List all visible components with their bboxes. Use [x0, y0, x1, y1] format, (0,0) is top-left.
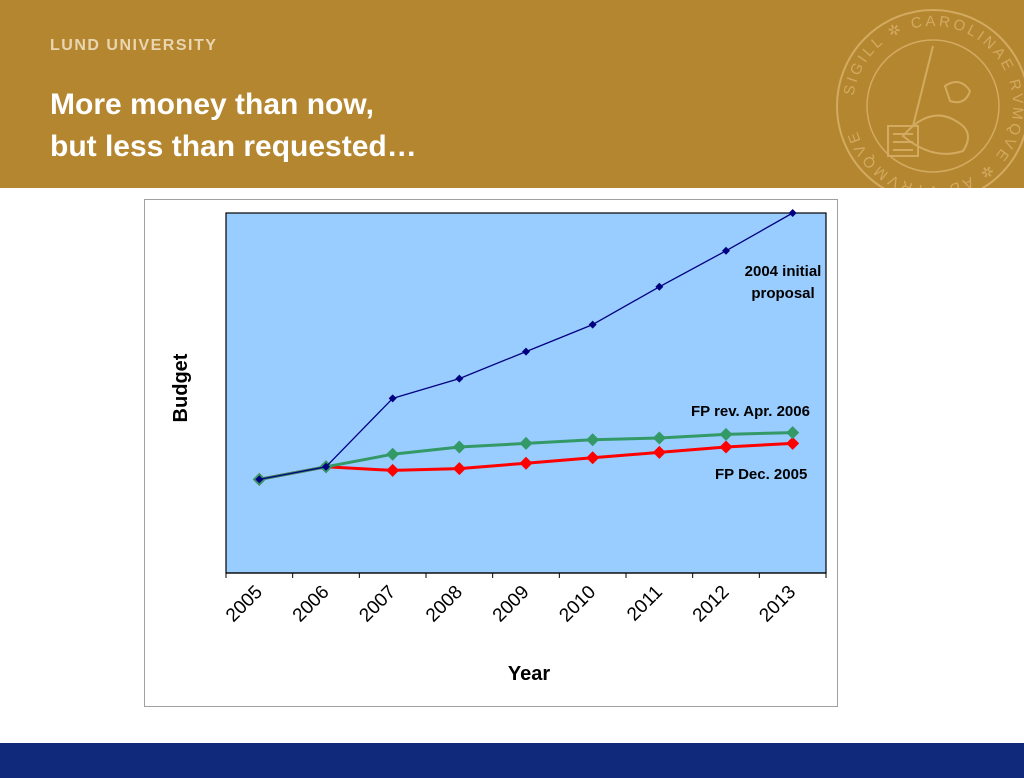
annotation-line: 2004 initial	[745, 263, 822, 280]
university-name: LUND UNIVERSITY	[50, 37, 218, 54]
annotation-line: proposal	[751, 285, 814, 302]
series-0	[255, 209, 797, 484]
plot-area	[225, 212, 827, 574]
series-layer	[252, 209, 800, 486]
svg-text:SIGILL ✲ CAROLINAE RVMQVE ✲ AD: SIGILL ✲ CAROLINAE RVMQVE ✲ AD VTRVMQVE	[841, 13, 1024, 188]
series-annotation: 2004 initial proposal	[745, 263, 822, 302]
data-point	[586, 451, 600, 465]
x-axis-label: Year	[508, 663, 550, 685]
data-point	[786, 436, 800, 450]
seal-inscription: SIGILL ✲ CAROLINAE RVMQVE ✲ AD VTRVMQVE	[841, 13, 1024, 188]
data-point	[788, 209, 797, 217]
data-point	[519, 456, 533, 470]
data-point	[388, 394, 397, 403]
x-tick-label: 2011	[623, 582, 667, 626]
data-point	[452, 462, 466, 476]
data-point	[322, 462, 330, 471]
annotation-layer: 2004 initial proposal FP rev. Apr. 2006 FP …	[691, 263, 821, 483]
slide-title-line-1: More money than now,	[50, 88, 374, 121]
y-axis-label: Budget	[170, 353, 192, 422]
data-point	[719, 440, 733, 454]
university-seal-logo: SIGILL ✲ CAROLINAE RVMQVE ✲ AD VTRVMQVE	[836, 9, 1024, 188]
data-point	[455, 374, 464, 383]
x-tick-label: 2007	[355, 582, 400, 627]
x-tick-label: 2013	[755, 582, 800, 627]
x-tick-label: 2008	[422, 582, 467, 627]
data-point	[722, 246, 730, 255]
data-point	[586, 433, 600, 447]
data-point	[652, 445, 666, 459]
x-tick-label: 2010	[555, 582, 600, 627]
data-point	[519, 436, 533, 450]
data-point	[719, 427, 733, 441]
chart-area: 2005 2006 2007 2008 2009 2010 2011 2012 2013 200…	[144, 199, 838, 707]
data-point	[655, 282, 664, 291]
x-tick-label: 2012	[689, 582, 734, 627]
annotation-line: FP Dec. 2005	[715, 466, 807, 483]
slide-header: LUND UNIVERSITY More money than now, but…	[0, 0, 1024, 188]
data-point	[786, 426, 800, 440]
data-point	[255, 475, 264, 484]
x-tick-label: 2006	[289, 582, 334, 627]
data-point	[522, 347, 530, 356]
budget-line-chart: 2005 2006 2007 2008 2009 2010 2011 2012 2013 200…	[170, 209, 827, 685]
x-axis: 2005 2006 2007 2008 2009 2010 2011 2012 2013	[222, 572, 827, 627]
x-tick-label: 2009	[489, 582, 534, 627]
x-tick-label: 2005	[222, 582, 267, 627]
data-point	[452, 440, 466, 454]
series-2	[252, 436, 800, 486]
data-point	[386, 463, 400, 477]
data-point	[386, 447, 400, 461]
slide-footer	[0, 743, 1024, 778]
series-annotation: FP Dec. 2005	[715, 466, 807, 483]
data-point	[652, 431, 666, 445]
data-point	[588, 320, 597, 329]
series-annotation: FP rev. Apr. 2006	[691, 403, 810, 420]
annotation-line: FP rev. Apr. 2006	[691, 403, 810, 420]
slide-title-line-2: but less than requested…	[50, 130, 417, 163]
